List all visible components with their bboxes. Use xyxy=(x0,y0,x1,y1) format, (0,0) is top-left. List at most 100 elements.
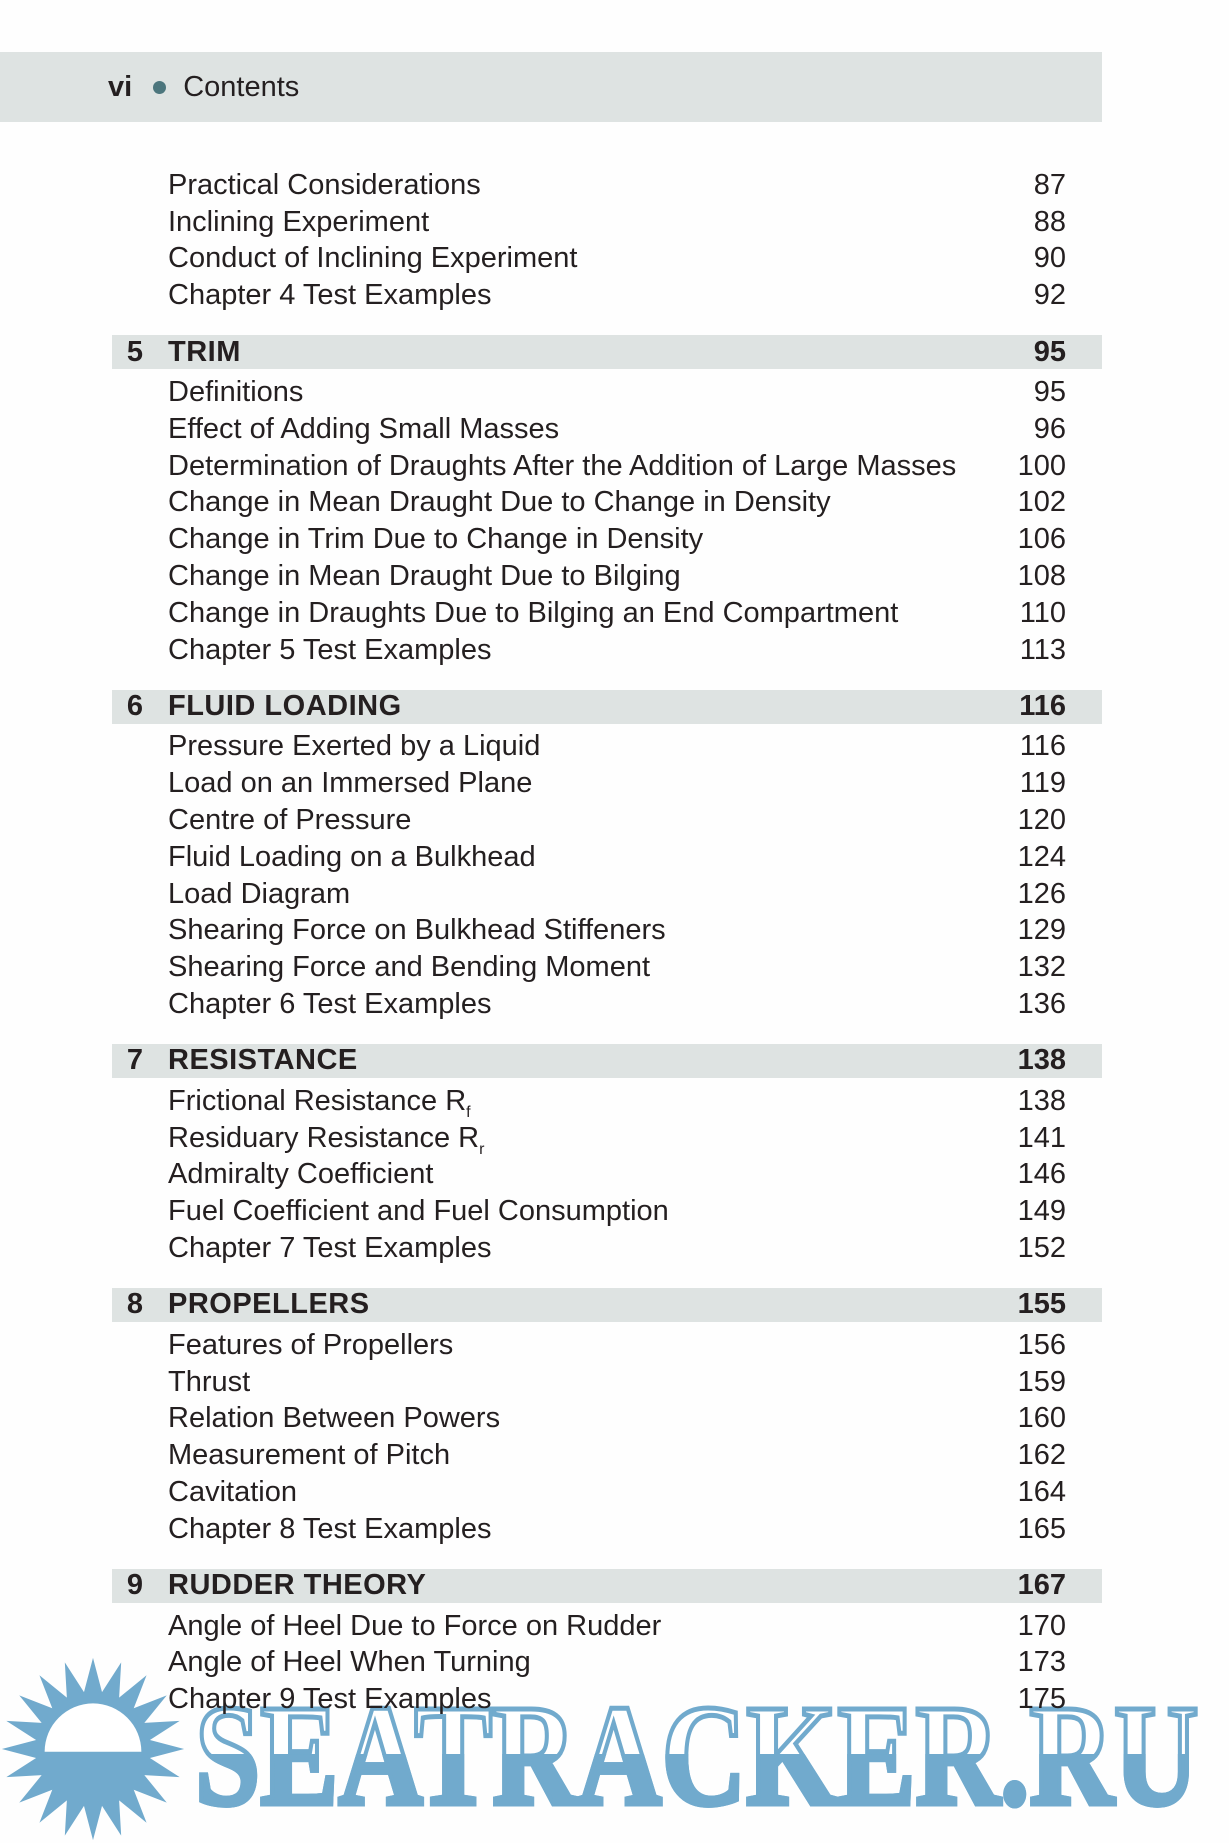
page-number: 108 xyxy=(1017,560,1066,593)
page-number: 116 xyxy=(1019,730,1066,763)
page-number: 170 xyxy=(1017,1609,1066,1642)
toc-item-row: Measurement of Pitch 162 xyxy=(0,1437,1102,1474)
page-number: 96 xyxy=(1033,412,1066,445)
table-of-contents: Practical Considerations 87 Inclining Expe… xyxy=(0,167,1102,1718)
entry-title: Chapter 9 Test Examples xyxy=(168,1683,492,1716)
entry-title: Thrust xyxy=(168,1365,251,1398)
toc-item-row: Chapter 4 Test Examples 92 xyxy=(0,277,1102,314)
toc-item-row: Determination of Draughts After the Addi… xyxy=(0,448,1102,485)
toc-chapter-row: 5 TRIM 95 xyxy=(112,335,1102,370)
entry-title: Determination of Draughts After the Addi… xyxy=(168,449,957,482)
page-number: 126 xyxy=(1017,877,1066,910)
page-number: 95 xyxy=(1033,376,1066,409)
toc-item-row: Effect of Adding Small Masses 96 xyxy=(0,411,1102,448)
entry-title: PROPELLERS xyxy=(168,1288,370,1321)
entry-title: Shearing Force and Bending Moment xyxy=(168,951,651,984)
entry-title: Residuary Resistance Rr xyxy=(168,1121,485,1158)
page-number: 119 xyxy=(1019,767,1066,800)
toc-item-row: Conduct of Inclining Experiment 90 xyxy=(0,241,1102,278)
entry-title: Angle of Heel When Turning xyxy=(168,1646,531,1679)
entry-title: Fuel Coefficient and Fuel Consumption xyxy=(168,1195,669,1228)
toc-item-row: Chapter 9 Test Examples 175 xyxy=(0,1681,1102,1718)
entry-title: Inclining Experiment xyxy=(168,205,430,238)
entry-title: Conduct of Inclining Experiment xyxy=(168,242,578,275)
page-number: 129 xyxy=(1017,914,1066,947)
page-number: 165 xyxy=(1017,1512,1066,1545)
entry-title: Frictional Resistance Rf xyxy=(168,1084,471,1121)
page-number: 138 xyxy=(1017,1084,1066,1117)
page-number: 175 xyxy=(1017,1683,1066,1716)
toc-item-row: Cavitation 164 xyxy=(0,1474,1102,1511)
entry-title: Chapter 8 Test Examples xyxy=(168,1512,492,1545)
entry-title: Admiralty Coefficient xyxy=(168,1158,434,1191)
toc-item-row: Chapter 5 Test Examples 113 xyxy=(0,632,1102,669)
toc-item-row: Chapter 8 Test Examples 165 xyxy=(0,1511,1102,1548)
page-number: 156 xyxy=(1017,1328,1066,1361)
page-number: 106 xyxy=(1017,523,1066,556)
entry-title: Chapter 5 Test Examples xyxy=(168,633,492,666)
page-number: 149 xyxy=(1017,1195,1066,1228)
chapter-number: 8 xyxy=(126,1288,144,1321)
toc-item-row: Centre of Pressure 120 xyxy=(0,802,1102,839)
page-number: 138 xyxy=(1017,1044,1066,1077)
toc-item-row: Load on an Immersed Plane 119 xyxy=(0,765,1102,802)
entry-title-subscript: r xyxy=(479,1140,485,1158)
toc-item-row: Chapter 7 Test Examples 152 xyxy=(0,1230,1102,1267)
toc-item-row: Shearing Force and Bending Moment 132 xyxy=(0,949,1102,986)
page-number: 113 xyxy=(1019,633,1066,666)
entry-title: Load Diagram xyxy=(168,877,351,910)
page-number: 116 xyxy=(1019,690,1066,723)
running-head-band: vi Contents xyxy=(0,52,1102,122)
entry-title: Shearing Force on Bulkhead Stiffeners xyxy=(168,914,666,947)
toc-chapter-row: 6 FLUID LOADING 116 xyxy=(112,689,1102,724)
toc-chapter-row: 8 PROPELLERS 155 xyxy=(112,1287,1102,1322)
entry-title: Chapter 6 Test Examples xyxy=(168,988,492,1021)
chapter-number: 6 xyxy=(126,690,144,723)
entry-title: Change in Trim Due to Change in Density xyxy=(168,523,704,556)
toc-item-row: Chapter 6 Test Examples 136 xyxy=(0,986,1102,1023)
toc-item-row: Features of Propellers 156 xyxy=(0,1327,1102,1364)
page-number: 173 xyxy=(1017,1646,1066,1679)
page-number: 92 xyxy=(1033,279,1066,312)
page-number: 136 xyxy=(1017,988,1066,1021)
toc-chapter-row: 7 RESISTANCE 138 xyxy=(112,1043,1102,1078)
toc-item-row: Practical Considerations 87 xyxy=(0,167,1102,204)
page-number: 146 xyxy=(1017,1158,1066,1191)
toc-item-row: Fluid Loading on a Bulkhead 124 xyxy=(0,839,1102,876)
page-number: 102 xyxy=(1017,486,1066,519)
folio-page-number: vi xyxy=(108,70,133,103)
page-number: 87 xyxy=(1033,168,1066,201)
chapter-number: 7 xyxy=(126,1044,144,1077)
page-number: 100 xyxy=(1017,449,1066,482)
entry-title: Angle of Heel Due to Force on Rudder xyxy=(168,1609,662,1642)
page-number: 120 xyxy=(1017,804,1066,837)
toc-item-row: Frictional Resistance Rf 138 xyxy=(0,1083,1102,1120)
toc-item-row: Relation Between Powers 160 xyxy=(0,1401,1102,1438)
toc-item-row: Inclining Experiment 88 xyxy=(0,204,1102,241)
toc-item-row: Load Diagram 126 xyxy=(0,876,1102,913)
toc-item-row: Residuary Resistance Rr 141 xyxy=(0,1120,1102,1157)
toc-item-row: Definitions 95 xyxy=(0,374,1102,411)
page-number: 159 xyxy=(1017,1365,1066,1398)
page-number: 164 xyxy=(1017,1476,1066,1508)
page-number: 110 xyxy=(1019,596,1066,629)
toc-item-row: Admiralty Coefficient 146 xyxy=(0,1157,1102,1194)
toc-item-row: Change in Draughts Due to Bilging an End… xyxy=(0,595,1102,632)
entry-title: Change in Mean Draught Due to Change in … xyxy=(168,486,831,519)
entry-title: Cavitation xyxy=(168,1476,297,1508)
entry-title: Chapter 7 Test Examples xyxy=(168,1232,492,1265)
page-number: 124 xyxy=(1017,840,1066,873)
entry-title: Relation Between Powers xyxy=(168,1402,501,1435)
page-number: 95 xyxy=(1033,335,1066,368)
toc-item-row: Change in Mean Draught Due to Bilging 108 xyxy=(0,558,1102,595)
page-number: 162 xyxy=(1017,1439,1066,1472)
bullet-separator-icon xyxy=(153,80,167,94)
entry-title: Measurement of Pitch xyxy=(168,1439,451,1472)
entry-title: RESISTANCE xyxy=(168,1044,358,1077)
toc-item-row: Angle of Heel When Turning 173 xyxy=(0,1645,1102,1682)
page-number: 90 xyxy=(1033,242,1066,275)
entry-title: Definitions xyxy=(168,376,304,409)
toc-item-row: Change in Trim Due to Change in Density 1… xyxy=(0,521,1102,558)
chapter-number: 9 xyxy=(126,1569,144,1602)
